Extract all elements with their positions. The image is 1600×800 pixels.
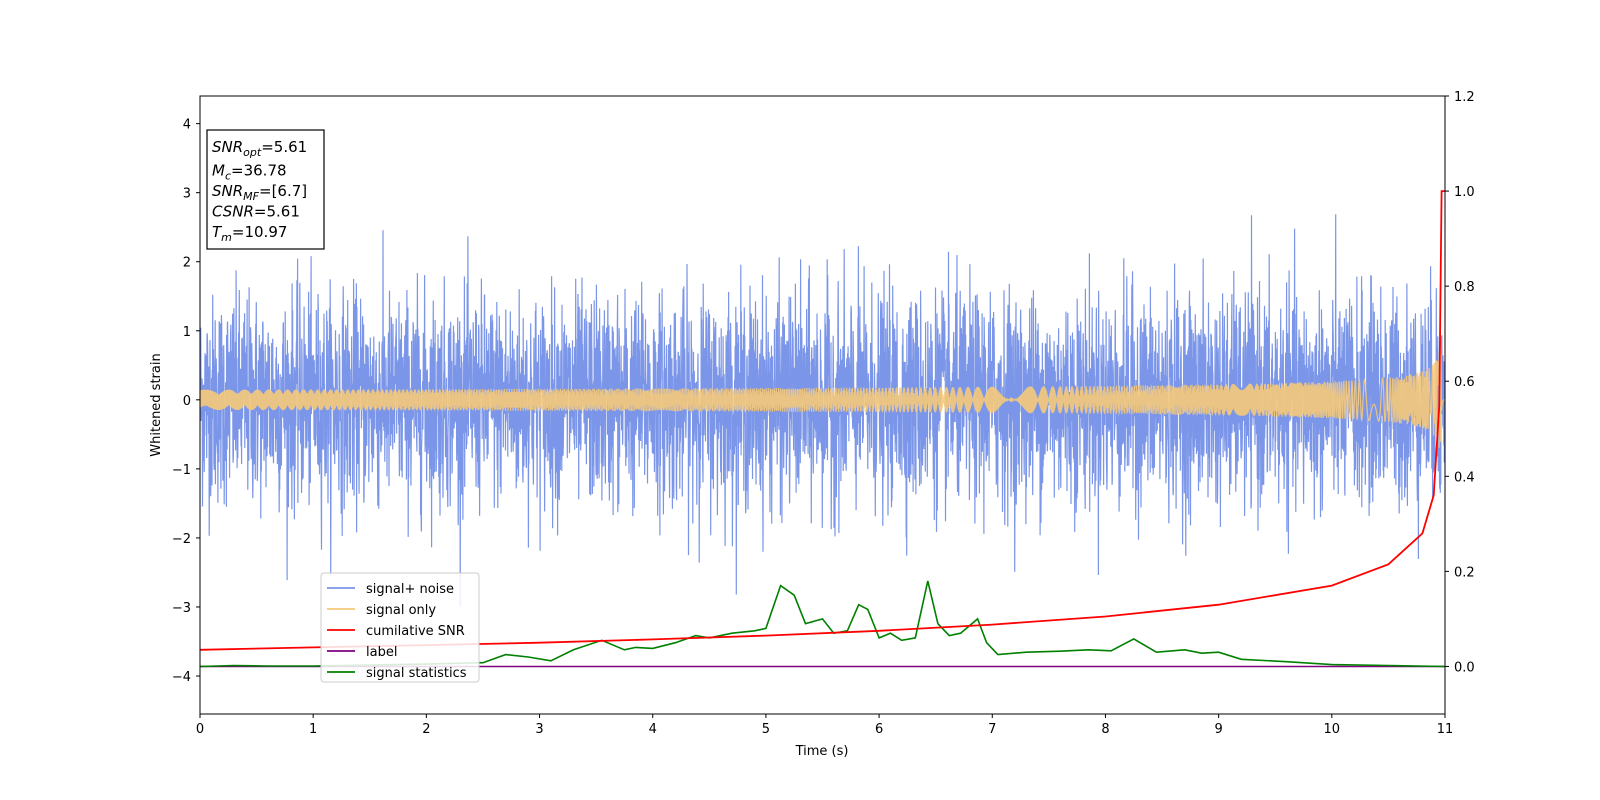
stats-value: =5.61 — [254, 203, 300, 221]
x-tick-label: 7 — [988, 722, 996, 737]
x-tick-label: 0 — [196, 722, 204, 737]
y-left-tick-label: 4 — [183, 118, 191, 133]
stats-symbol: SNR — [212, 138, 243, 156]
series-cumilative-snr — [200, 190, 1445, 651]
stats-symbol: M — [212, 162, 225, 180]
y-right-tick-label: 1.2 — [1454, 90, 1475, 105]
y-right-tick-label: 0.8 — [1454, 280, 1475, 295]
stats-box: SNRopt=5.61Mc=36.78SNRMF=[6.7]CSNR=5.61T… — [206, 129, 325, 250]
stats-subscript: MF — [243, 190, 259, 203]
x-axis: 0 1 2 3 4 5 6 7 8 9 10 11 — [196, 714, 1453, 737]
y-axis-right: 0.0 0.2 0.4 0.6 0.8 1.0 1.2 — [1445, 90, 1475, 675]
stats-line: SNRopt=5.61 — [212, 138, 307, 159]
y-right-tick-label: 0.2 — [1454, 565, 1475, 580]
legend-label: signal statistics — [366, 666, 467, 681]
x-tick-label: 1 — [309, 722, 317, 737]
y-right-tick-label: 0.4 — [1454, 470, 1475, 485]
x-tick-label: 6 — [875, 722, 883, 737]
legend: signal+ noise signal only cumilative SNR la… — [320, 572, 480, 683]
series-signal-statistics — [200, 580, 1445, 668]
legend-label: signal only — [366, 603, 436, 618]
stats-symbol: SNR — [212, 182, 243, 200]
x-tick-label: 11 — [1437, 722, 1454, 737]
stats-subscript: opt — [243, 146, 262, 159]
legend-label: signal+ noise — [366, 582, 454, 597]
x-tick-label: 10 — [1324, 722, 1341, 737]
stats-symbol: T — [212, 223, 223, 241]
x-tick-label: 2 — [422, 722, 430, 737]
legend-frame — [320, 572, 480, 683]
y-left-tick-label: 1 — [183, 325, 191, 340]
series-signal-only — [200, 347, 1445, 448]
stats-value: =5.61 — [261, 138, 307, 156]
stats-subscript: m — [221, 231, 232, 244]
stats-box-frame — [206, 129, 325, 250]
stats-line: SNRMF=[6.7] — [212, 182, 307, 203]
y-left-tick-label: −1 — [172, 463, 191, 478]
y-right-tick-label: 0.0 — [1454, 660, 1475, 675]
y-right-tick-label: 0.6 — [1454, 375, 1475, 390]
y-left-tick-label: 0 — [183, 394, 191, 409]
stats-value: =10.97 — [232, 223, 288, 241]
legend-label: cumilative SNR — [366, 624, 465, 639]
stats-value: =[6.7] — [259, 182, 307, 200]
y-right-tick-label: 1.0 — [1454, 185, 1475, 200]
stats-symbol: CSNR — [212, 203, 254, 221]
y-left-tick-label: −2 — [172, 532, 191, 547]
x-tick-label: 9 — [1214, 722, 1222, 737]
stats-line: Tm=10.97 — [212, 223, 287, 244]
x-tick-label: 5 — [762, 722, 770, 737]
legend-label: label — [366, 645, 397, 660]
stats-line: CSNR=5.61 — [212, 203, 300, 221]
stats-value: =36.78 — [231, 162, 287, 180]
y-left-tick-label: 3 — [183, 187, 191, 202]
y-axis-label: Whitened strain — [149, 353, 164, 456]
y-left-tick-label: 2 — [183, 256, 191, 271]
x-tick-label: 8 — [1101, 722, 1109, 737]
stats-line: Mc=36.78 — [212, 162, 287, 183]
plot-frame — [199, 95, 1446, 715]
y-left-tick-label: −4 — [172, 670, 191, 685]
stats-subscript: c — [225, 170, 231, 183]
x-axis-label: Time (s) — [795, 744, 849, 759]
x-tick-label: 4 — [649, 722, 657, 737]
y-left-tick-label: −3 — [172, 601, 191, 616]
y-axis-left: −4 −3 −2 −1 0 1 2 3 4 — [172, 118, 200, 685]
x-tick-label: 3 — [535, 722, 543, 737]
